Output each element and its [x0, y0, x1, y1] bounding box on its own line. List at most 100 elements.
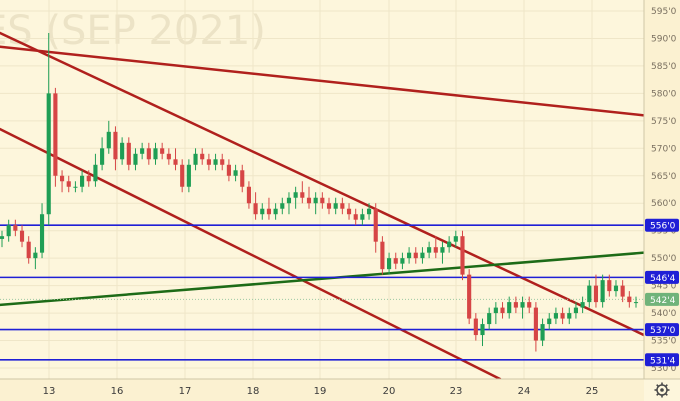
candle-body — [527, 302, 532, 308]
candle-body — [553, 313, 558, 319]
time-tick-label: 23 — [450, 386, 463, 397]
candle — [253, 192, 258, 220]
candle-body — [146, 148, 151, 160]
time-axis[interactable] — [0, 379, 644, 401]
candle-body — [320, 197, 325, 204]
candle — [220, 153, 225, 171]
candle-body — [300, 192, 305, 198]
candle-body — [627, 296, 632, 303]
candle-body — [500, 307, 505, 314]
candle — [467, 269, 472, 325]
candle — [80, 170, 85, 193]
candle — [427, 241, 432, 259]
time-tick-label: 20 — [383, 386, 396, 397]
candle-body — [19, 230, 25, 242]
candle — [93, 153, 98, 187]
candle-body — [473, 318, 478, 336]
candle — [233, 164, 238, 182]
candle — [373, 203, 378, 253]
candle-body — [306, 197, 312, 204]
candle — [633, 296, 639, 308]
candle-body — [607, 280, 612, 292]
candle — [280, 197, 285, 215]
chart-watermark: ES (SEP 2021) — [0, 8, 266, 54]
trend-lines[interactable] — [0, 31, 646, 381]
candle — [126, 137, 131, 171]
candle — [293, 186, 298, 209]
candle — [100, 137, 105, 171]
candle — [33, 247, 38, 270]
candle-body — [447, 241, 452, 248]
candle-body — [433, 247, 438, 253]
candle-body — [333, 203, 338, 209]
support-trend-line[interactable] — [0, 251, 646, 307]
candle — [520, 296, 525, 319]
candle-body — [53, 93, 58, 176]
candle — [246, 181, 251, 209]
candle — [226, 159, 231, 182]
price-axis[interactable] — [644, 0, 680, 379]
candle-body — [393, 258, 398, 264]
candle-body — [260, 208, 265, 215]
candle — [567, 307, 572, 325]
candle-body — [66, 181, 71, 187]
candle-body — [507, 302, 512, 314]
time-tick-label: 17 — [179, 386, 192, 397]
candle — [46, 32, 51, 226]
candle-body — [186, 164, 191, 187]
candle — [453, 230, 458, 248]
settings-button[interactable] — [654, 382, 670, 398]
level-price-tag — [645, 218, 679, 232]
candle-body — [6, 225, 11, 237]
candle — [106, 120, 111, 154]
candle-body — [600, 280, 605, 303]
candle — [59, 170, 65, 193]
price-tick-label: 545'0 — [651, 282, 677, 292]
candle — [166, 148, 171, 165]
price-tick-label: 595'0 — [651, 7, 677, 17]
candle — [26, 236, 31, 264]
candle-body — [246, 186, 251, 204]
candle — [13, 219, 18, 237]
candle — [493, 302, 498, 325]
candle-body — [59, 175, 65, 182]
candle — [320, 192, 325, 209]
candle — [360, 208, 365, 226]
candle-body — [353, 214, 358, 220]
channel-trend-line[interactable] — [0, 45, 646, 117]
candle — [613, 280, 619, 297]
candle — [153, 142, 158, 165]
price-tick-label: 575'0 — [651, 117, 677, 127]
candle-body — [173, 159, 178, 165]
candle — [580, 296, 585, 314]
candle-body — [493, 307, 498, 314]
candle-body — [587, 285, 592, 303]
candle-body — [580, 302, 585, 308]
candle — [507, 296, 512, 319]
candle — [540, 318, 545, 347]
candle — [473, 313, 478, 341]
channel-trend-line[interactable] — [0, 127, 502, 381]
last-price-tag — [645, 292, 679, 306]
level-price-label: 556'0 — [650, 222, 676, 232]
channel-trend-line[interactable] — [0, 31, 646, 337]
candle-body — [460, 236, 465, 275]
candle — [180, 159, 185, 193]
time-tick-label: 25 — [586, 386, 599, 397]
candle — [573, 302, 579, 319]
candle-body — [373, 208, 378, 242]
candle-body — [573, 307, 579, 314]
candle — [460, 230, 465, 281]
candle-body — [140, 148, 145, 154]
candle-body — [293, 192, 298, 198]
candle — [53, 87, 58, 187]
candle — [133, 148, 138, 171]
candle-body — [166, 153, 171, 160]
time-tick-label: 18 — [247, 386, 260, 397]
candle — [400, 252, 405, 270]
candle — [487, 307, 492, 330]
candle-body — [180, 164, 185, 187]
candle-body — [487, 313, 492, 325]
